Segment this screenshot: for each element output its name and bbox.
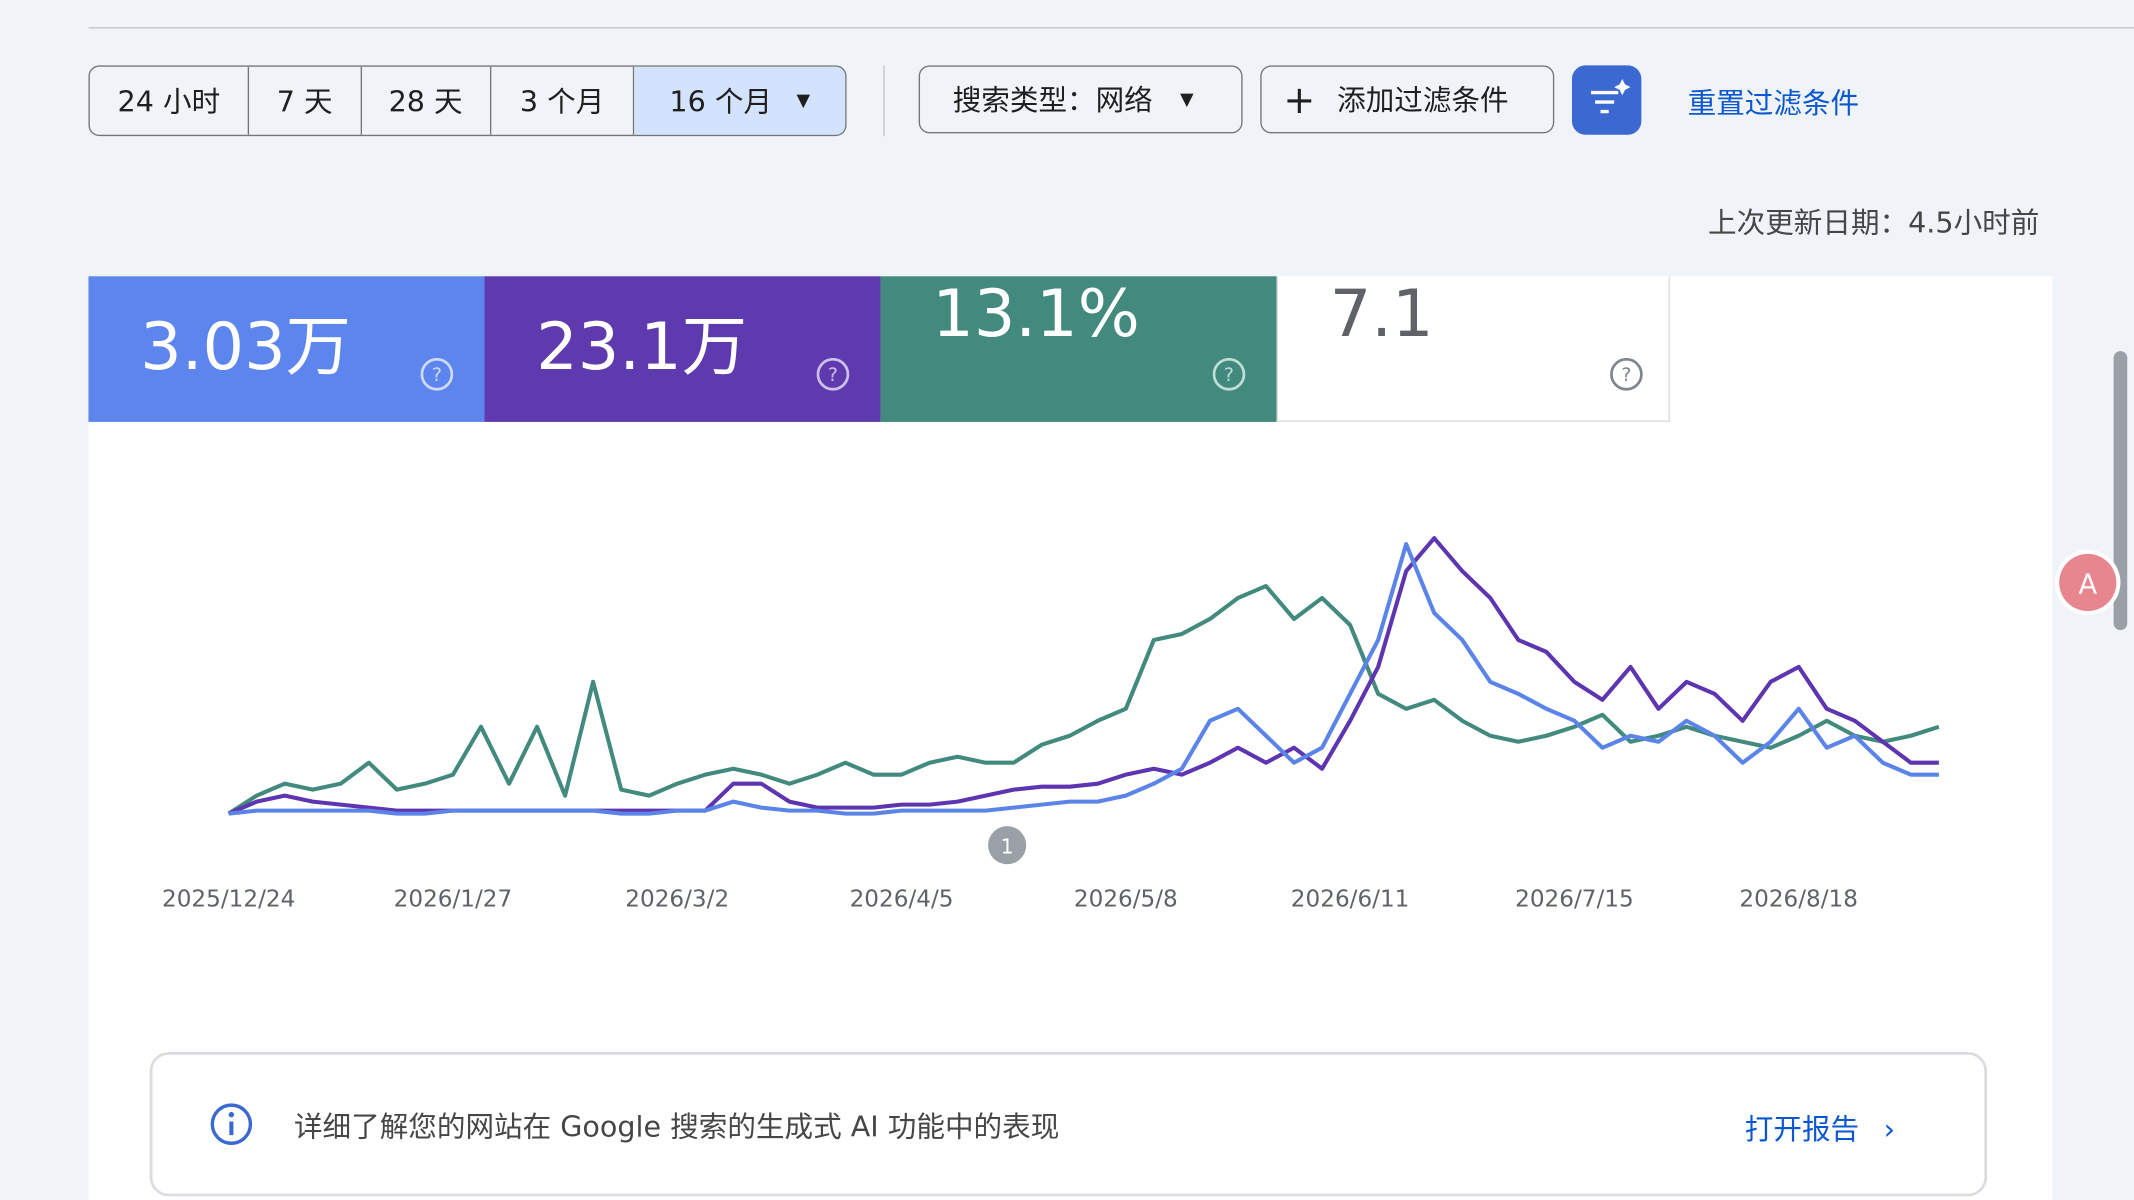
metric-value: 7.1 bbox=[1329, 276, 1434, 353]
metric-card[interactable]: 13.1%? bbox=[880, 276, 1277, 422]
scroll-thumb[interactable] bbox=[2113, 351, 2128, 631]
data-line bbox=[227, 536, 1939, 816]
metric-card[interactable]: 3.03万? bbox=[88, 276, 485, 422]
help-icon: ? bbox=[1610, 357, 1643, 391]
filter-icon bbox=[1591, 78, 1631, 114]
metric-card[interactable]: 7.1? bbox=[1276, 276, 1670, 422]
info-banner bbox=[149, 1052, 1988, 1197]
annotation-label: 1 bbox=[1001, 834, 1014, 858]
svg-text:?: ? bbox=[432, 364, 442, 386]
info-icon bbox=[210, 1103, 253, 1145]
label: 添加过滤条件 bbox=[1337, 84, 1509, 118]
x-tick-label: 2026/3/2 bbox=[625, 886, 729, 912]
open-report-link[interactable]: 打开报告 › bbox=[1745, 1108, 1895, 1149]
dropdown-icon: ▼ bbox=[796, 90, 811, 111]
scrollbar[interactable] bbox=[2110, 276, 2134, 1200]
divider bbox=[88, 27, 2134, 29]
metric-value: 3.03万 bbox=[140, 308, 351, 386]
reset-link[interactable]: 重置过滤条件 bbox=[1687, 87, 1860, 120]
plus-icon: + bbox=[1283, 76, 1316, 122]
x-tick-label: 2026/6/11 bbox=[1291, 886, 1410, 912]
help-icon: ? bbox=[420, 357, 454, 391]
x-tick-label: 2026/5/8 bbox=[1074, 886, 1178, 912]
svg-text:?: ? bbox=[1224, 364, 1234, 386]
svg-text:A: A bbox=[2078, 569, 2097, 600]
x-tick-label: 2026/7/15 bbox=[1515, 886, 1634, 912]
range-button[interactable]: 3 个月 bbox=[491, 66, 635, 135]
range-button[interactable]: 16 个月 ▼ bbox=[634, 66, 846, 135]
chart: 2025/12/24 2026/1/27 2026/3/2 2026/4/5 2026/… bbox=[162, 536, 1940, 912]
metric-value: 13.1% bbox=[932, 276, 1140, 353]
date-range: 24 小时 7 天 28 天 3 个月 16 个月 ▼ bbox=[88, 65, 847, 137]
chevron: › bbox=[1883, 1113, 1896, 1146]
annotation-marker bbox=[988, 826, 1027, 865]
x-tick-label: 2026/8/18 bbox=[1739, 886, 1858, 912]
dropdown-icon: ▼ bbox=[1179, 89, 1194, 110]
metric-value: 23.1万 bbox=[536, 308, 748, 386]
metric-card[interactable]: 23.1万? bbox=[484, 276, 881, 422]
data-line bbox=[227, 584, 1940, 816]
x-tick-label: 2026/4/5 bbox=[850, 886, 954, 912]
search-type[interactable]: 搜索类型：网络 ▼ bbox=[918, 65, 1243, 134]
x-tick-label: 2025/12/24 bbox=[162, 886, 295, 912]
separator bbox=[883, 65, 885, 137]
data-line bbox=[228, 542, 1939, 816]
translate-button[interactable]: A bbox=[2052, 547, 2123, 618]
banner-text: 详细了解您的网站在 Google 搜索的生成式 AI 功能中的表现 bbox=[293, 1110, 1060, 1144]
svg-text:?: ? bbox=[1621, 364, 1631, 386]
label: 打开报告 bbox=[1744, 1113, 1860, 1146]
range-button[interactable]: 24 小时 bbox=[90, 66, 250, 135]
x-tick-label: 2026/1/27 bbox=[394, 886, 513, 912]
range-button[interactable]: 7 天 bbox=[249, 66, 362, 135]
label: 搜索类型：网络 bbox=[952, 84, 1153, 118]
last-updated: 上次更新日期：4.5小时前 bbox=[1708, 206, 2040, 240]
svg-text:?: ? bbox=[828, 364, 838, 386]
help-icon: ? bbox=[816, 357, 850, 391]
filter-button[interactable] bbox=[1571, 65, 1642, 135]
label: 16 个月 bbox=[669, 85, 773, 119]
add-filter[interactable]: + 添加过滤条件 bbox=[1260, 65, 1555, 134]
range-button[interactable]: 28 天 bbox=[361, 66, 492, 135]
help-icon: ? bbox=[1212, 357, 1246, 391]
